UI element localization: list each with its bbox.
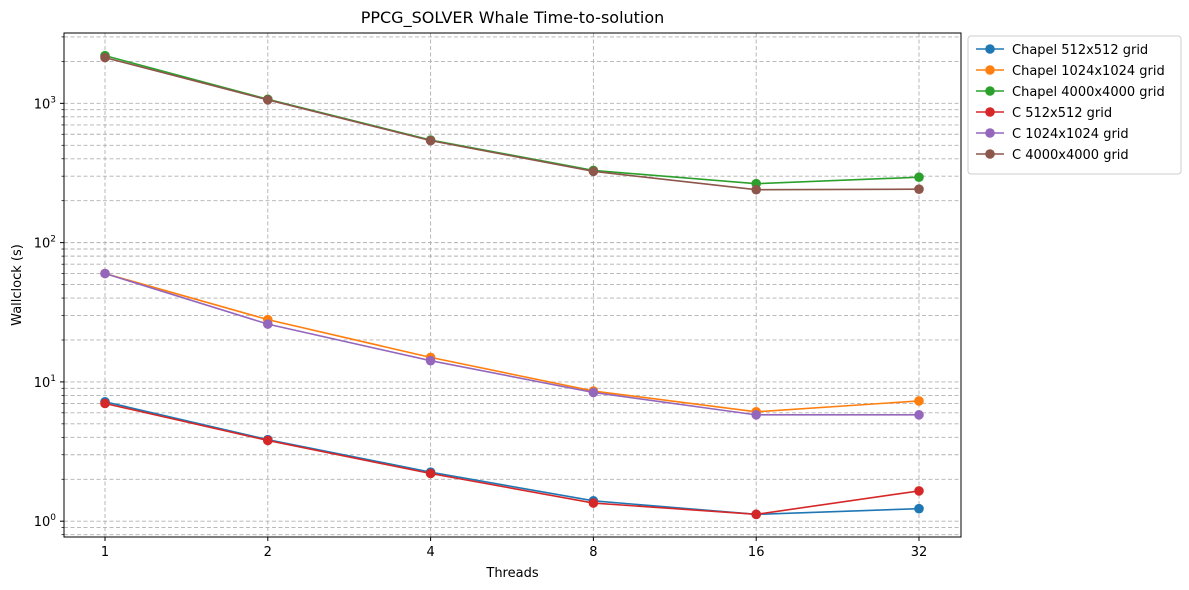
series-line [104, 272, 919, 416]
data-point [100, 398, 110, 409]
data-point [425, 468, 436, 479]
legend-label: C 4000x4000 grid [1012, 148, 1129, 163]
grid [64, 33, 961, 537]
y-tick-exponent: 1 [50, 374, 56, 384]
y-tick-base: 10 [34, 376, 51, 391]
legend-marker [985, 65, 995, 75]
y-tick-exponent: 0 [50, 513, 56, 523]
y-tick-exponent: 2 [50, 235, 56, 245]
data-point [914, 486, 924, 496]
series-line [104, 401, 920, 516]
y-axis-title: Wallclock (s) [10, 244, 25, 326]
legend-item: Chapel 512x512 grid [976, 43, 1148, 58]
y-tick-label: 101 [34, 374, 56, 391]
legend-item: C 1024x1024 grid [976, 127, 1129, 142]
legend-item: Chapel 4000x4000 grid [976, 85, 1165, 100]
series-line [104, 272, 920, 413]
data-point [588, 166, 599, 177]
y-tick-label: 103 [34, 95, 56, 112]
series-4 [100, 398, 924, 520]
data-point [914, 410, 924, 420]
data-point [425, 355, 436, 366]
data-point [263, 435, 273, 446]
legend-label: Chapel 4000x4000 grid [1012, 85, 1165, 100]
legend-item: Chapel 1024x1024 grid [976, 64, 1165, 79]
legend-marker [985, 44, 995, 54]
series-6 [100, 52, 924, 195]
data-point [588, 498, 599, 508]
series-line [104, 54, 920, 185]
plot-frame [63, 32, 962, 538]
data-point [914, 396, 924, 406]
x-tick-label: 16 [748, 545, 765, 560]
data-point [751, 410, 761, 420]
series-3 [100, 50, 924, 189]
y-tick-base: 10 [34, 515, 51, 530]
series-lines [100, 50, 924, 520]
y-tick-exponent: 3 [50, 95, 56, 105]
data-point [751, 509, 761, 520]
legend-item: C 4000x4000 grid [976, 148, 1129, 163]
data-point [914, 503, 924, 514]
chart-title: PPCG_SOLVER Whale Time-to-solution [361, 8, 665, 28]
y-tick-base: 10 [34, 97, 51, 112]
legend-label: C 512x512 grid [1012, 106, 1112, 121]
x-tick-label: 1 [101, 545, 109, 560]
legend-marker [985, 107, 995, 117]
legend-marker [985, 149, 995, 159]
data-point [588, 387, 599, 398]
data-point [263, 95, 273, 105]
legend-marker [985, 128, 995, 138]
data-point [425, 135, 436, 146]
legend: Chapel 512x512 grid Chapel 1024x1024 grid… [967, 35, 1182, 175]
data-point [751, 184, 761, 195]
legend-item: C 512x512 grid [976, 106, 1112, 121]
legend-marker [985, 86, 995, 96]
x-tick-label: 32 [911, 545, 928, 560]
legend-label: Chapel 512x512 grid [1012, 43, 1148, 58]
series-line [104, 402, 920, 516]
y-tick-label: 100 [34, 513, 57, 530]
series-2 [100, 268, 924, 417]
data-point [914, 172, 924, 182]
legend-label: Chapel 1024x1024 grid [1012, 64, 1165, 79]
data-point [100, 268, 110, 279]
x-axis-title: Threads [485, 566, 538, 581]
x-axis-ticks: 1 2 4 8 16 32 [101, 537, 927, 560]
data-point [914, 184, 924, 194]
series-line [104, 56, 920, 191]
x-tick-label: 4 [426, 545, 434, 560]
x-tick-label: 2 [264, 545, 272, 560]
data-point [100, 52, 110, 63]
series-5 [100, 268, 924, 420]
x-tick-label: 8 [589, 545, 597, 560]
legend-box [967, 35, 1182, 175]
data-point [263, 319, 273, 329]
y-tick-base: 10 [34, 237, 51, 252]
legend-label: C 1024x1024 grid [1012, 127, 1129, 142]
y-tick-label: 102 [34, 235, 56, 252]
